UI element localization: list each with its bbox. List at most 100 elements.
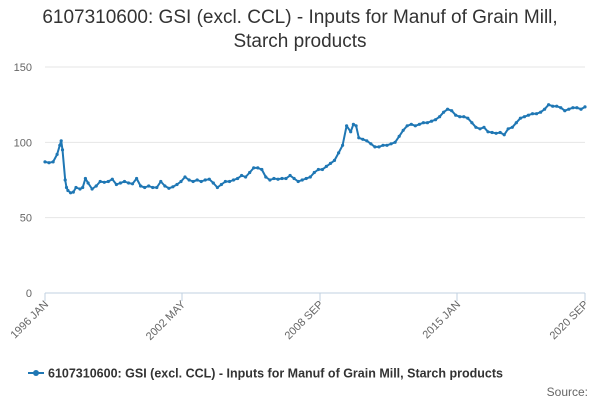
- data-point[interactable]: [187, 178, 191, 182]
- data-point[interactable]: [203, 178, 207, 182]
- data-point[interactable]: [122, 179, 127, 184]
- data-point[interactable]: [381, 143, 385, 147]
- data-point[interactable]: [252, 166, 256, 170]
- data-point[interactable]: [534, 112, 539, 116]
- data-point[interactable]: [555, 104, 559, 108]
- data-point[interactable]: [320, 167, 324, 172]
- data-point[interactable]: [373, 145, 377, 149]
- data-point[interactable]: [60, 148, 65, 152]
- data-point[interactable]: [223, 179, 227, 184]
- data-point[interactable]: [260, 167, 264, 172]
- data-point[interactable]: [63, 178, 67, 182]
- data-point[interactable]: [361, 137, 365, 141]
- data-point[interactable]: [102, 180, 106, 184]
- data-point[interactable]: [543, 107, 547, 111]
- data-point[interactable]: [421, 121, 425, 125]
- data-point[interactable]: [130, 182, 135, 186]
- data-point[interactable]: [365, 139, 369, 143]
- data-point[interactable]: [579, 107, 583, 111]
- data-point[interactable]: [227, 179, 232, 184]
- data-point[interactable]: [179, 179, 183, 184]
- data-point[interactable]: [530, 112, 535, 116]
- data-point[interactable]: [328, 161, 333, 165]
- data-point[interactable]: [567, 107, 571, 111]
- data-point[interactable]: [86, 181, 90, 185]
- data-point[interactable]: [526, 113, 531, 117]
- data-point[interactable]: [429, 119, 434, 123]
- data-point[interactable]: [575, 106, 579, 110]
- data-point[interactable]: [276, 177, 280, 181]
- data-point[interactable]: [312, 170, 316, 175]
- data-point[interactable]: [106, 179, 110, 184]
- data-point[interactable]: [264, 175, 268, 179]
- data-point[interactable]: [64, 185, 69, 190]
- data-point[interactable]: [284, 176, 288, 181]
- data-point[interactable]: [425, 121, 429, 125]
- data-point[interactable]: [559, 106, 563, 110]
- data-point[interactable]: [462, 115, 466, 119]
- data-point[interactable]: [51, 160, 55, 164]
- data-point[interactable]: [369, 142, 373, 146]
- data-point[interactable]: [219, 182, 223, 187]
- data-point[interactable]: [470, 121, 474, 125]
- data-point[interactable]: [393, 140, 397, 144]
- data-point[interactable]: [215, 185, 219, 190]
- data-point[interactable]: [486, 130, 490, 134]
- data-point[interactable]: [163, 184, 167, 188]
- data-point[interactable]: [522, 115, 527, 119]
- data-point[interactable]: [510, 125, 514, 129]
- data-point[interactable]: [324, 164, 328, 168]
- data-point[interactable]: [90, 187, 94, 191]
- data-point[interactable]: [458, 115, 462, 119]
- data-point[interactable]: [78, 187, 82, 191]
- data-point[interactable]: [74, 185, 78, 190]
- data-point[interactable]: [308, 175, 312, 179]
- data-point[interactable]: [280, 176, 284, 181]
- data-point[interactable]: [248, 170, 252, 175]
- data-point[interactable]: [126, 181, 131, 185]
- data-point[interactable]: [183, 175, 187, 179]
- data-point[interactable]: [341, 143, 345, 147]
- data-point[interactable]: [478, 127, 482, 131]
- data-point[interactable]: [332, 158, 337, 162]
- data-point[interactable]: [159, 179, 163, 184]
- data-point[interactable]: [454, 113, 458, 117]
- data-point[interactable]: [450, 109, 454, 113]
- data-point[interactable]: [98, 179, 102, 184]
- data-point[interactable]: [55, 152, 59, 156]
- data-point[interactable]: [292, 176, 296, 181]
- data-point[interactable]: [345, 124, 349, 128]
- data-point[interactable]: [268, 178, 272, 182]
- data-point[interactable]: [351, 122, 355, 126]
- data-point[interactable]: [47, 161, 51, 165]
- data-point[interactable]: [272, 176, 276, 181]
- data-point[interactable]: [114, 182, 118, 187]
- data-point[interactable]: [377, 145, 381, 149]
- data-point[interactable]: [518, 116, 523, 120]
- data-point[interactable]: [81, 185, 85, 190]
- data-point[interactable]: [389, 142, 393, 146]
- data-point[interactable]: [155, 185, 159, 190]
- data-point[interactable]: [71, 190, 75, 194]
- data-point[interactable]: [59, 139, 63, 143]
- data-point[interactable]: [256, 166, 260, 170]
- data-point[interactable]: [442, 110, 446, 114]
- data-point[interactable]: [466, 116, 470, 120]
- data-point[interactable]: [231, 178, 236, 182]
- data-point[interactable]: [199, 179, 203, 184]
- data-point[interactable]: [304, 176, 308, 181]
- data-point[interactable]: [551, 104, 555, 108]
- data-point[interactable]: [438, 115, 442, 119]
- data-point[interactable]: [195, 178, 199, 182]
- data-point[interactable]: [175, 182, 179, 187]
- data-point[interactable]: [385, 143, 389, 147]
- data-point[interactable]: [446, 107, 450, 111]
- data-point[interactable]: [405, 124, 409, 128]
- data-point[interactable]: [401, 128, 405, 132]
- data-point[interactable]: [118, 181, 122, 185]
- data-point[interactable]: [397, 134, 401, 138]
- data-point[interactable]: [539, 110, 543, 114]
- data-point[interactable]: [494, 131, 498, 135]
- data-point[interactable]: [240, 173, 244, 178]
- data-point[interactable]: [571, 106, 575, 110]
